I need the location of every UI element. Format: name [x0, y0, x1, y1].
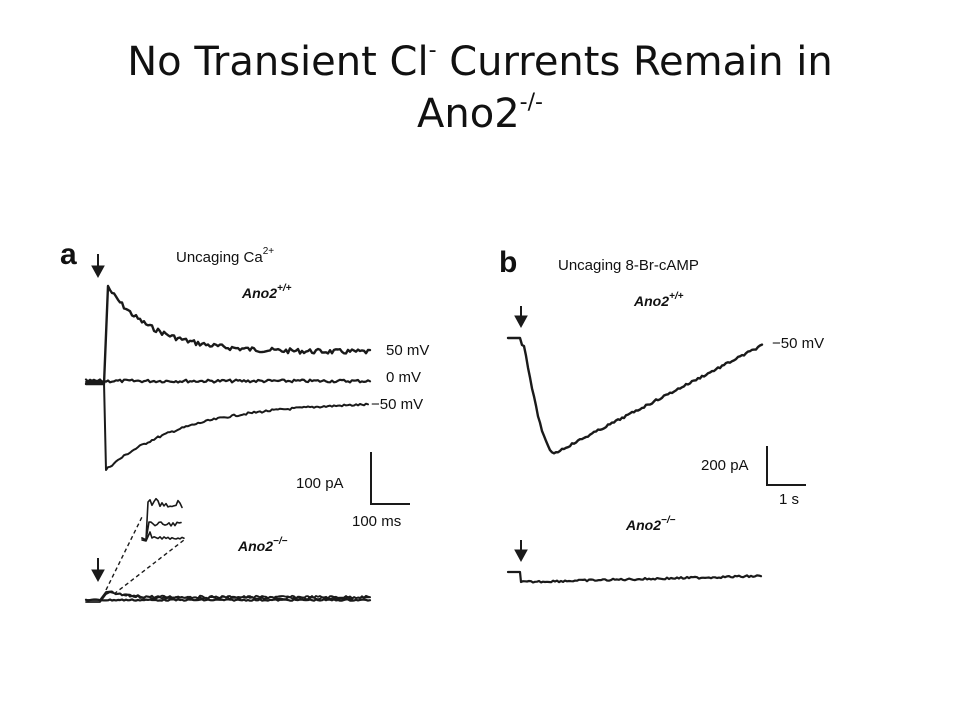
title-superscript-1: - — [428, 38, 437, 63]
title-superscript-2: -/- — [519, 90, 543, 115]
panel-a-inset-connector-2 — [113, 539, 185, 595]
panel-a-wt-genotype: Ano2+/+ — [241, 283, 292, 301]
title-text-2: Currents Remain in — [436, 39, 833, 85]
panel-a-voltage-0: 0 mV — [386, 369, 421, 386]
slide-title: No Transient Cl- Currents Remain in Ano2… — [0, 36, 960, 140]
panel-a-inset-connector-1 — [105, 516, 143, 591]
panel-a-inset-trace-3 — [141, 531, 185, 542]
panel-a-trace-minus50mv — [85, 381, 369, 471]
panel-a-ko-genotype-sup: −/− — [273, 536, 288, 547]
panel-a-ko-arrow — [91, 558, 105, 583]
title-line-1: No Transient Cl- Currents Remain in — [0, 36, 960, 88]
panel-a-trace-0mv — [84, 378, 372, 384]
panel-a-scale-time: 100 ms — [352, 513, 401, 530]
panel-a-ko-trace-3 — [84, 598, 372, 602]
panel-a-caption: Uncaging Ca2+ — [176, 246, 274, 266]
panel-a-caption-sup: 2+ — [263, 246, 275, 257]
panel-b-letter: b — [499, 246, 517, 279]
panel-a-ko-genotype-text: Ano2 — [237, 538, 273, 554]
panel-b-wt-genotype: Ano2+/+ — [633, 291, 684, 309]
panel-a-scale-lines — [370, 452, 410, 505]
panel-a-scale-current: 100 pA — [296, 475, 344, 492]
title-line-2: Ano2-/- — [0, 88, 960, 140]
panel-b-ko-trace — [506, 570, 763, 584]
panel-b-stimulus-arrow — [514, 306, 528, 329]
panel-a: a Uncaging Ca2+ Ano2+/+ 50 mV 0 mV −50 m… — [60, 238, 429, 603]
panel-b-scale-bar: 200 pA 1 s — [701, 446, 806, 508]
panel-a-inset-trace-1 — [141, 497, 183, 541]
panel-b-wt-genotype-text: Ano2 — [633, 293, 669, 309]
panel-a-caption-text: Uncaging Ca — [176, 249, 263, 266]
panel-a-inset — [105, 497, 185, 595]
panel-b-arrow-head — [514, 315, 528, 329]
panel-b-trace-minus50mv — [506, 336, 764, 455]
panel-a-inset-trace-2 — [141, 521, 182, 541]
panel-b-ko-genotype-text: Ano2 — [625, 517, 661, 533]
panel-a-voltage-50: 50 mV — [386, 342, 429, 359]
panel-b-scale-current: 200 pA — [701, 457, 749, 474]
panel-b-ko-arrow — [514, 540, 528, 563]
panel-a-voltage-minus50: −50 mV — [371, 396, 423, 413]
panel-a-stimulus-arrow — [91, 254, 105, 279]
panel-a-ko-trace-2 — [85, 591, 371, 603]
title-text-3: Ano2 — [417, 91, 520, 137]
panel-a-letter: a — [60, 238, 77, 271]
title-text-1: No Transient Cl — [127, 39, 429, 85]
panel-a-wt-genotype-text: Ano2 — [241, 285, 277, 301]
panel-b-scale-lines — [766, 446, 806, 486]
panel-b-ko-genotype: Ano2−/− — [625, 515, 676, 533]
panel-b-caption: Uncaging 8-Br-cAMP — [558, 257, 699, 274]
panel-b-ko-arrow-head — [514, 549, 528, 563]
panel-b-ko-genotype-sup: −/− — [661, 515, 676, 526]
panel-a-ko-arrow-head — [91, 569, 105, 583]
panel-b-scale-time: 1 s — [779, 491, 799, 508]
panel-a-trace-50mv — [84, 284, 372, 386]
panel-a-arrow-head — [91, 265, 105, 279]
panel-b: b Uncaging 8-Br-cAMP Ano2+/+ −50 mV 200 … — [499, 246, 824, 584]
panel-b-voltage: −50 mV — [772, 335, 824, 352]
panel-a-scale-bar: 100 pA 100 ms — [296, 452, 410, 530]
panel-a-wt-genotype-sup: +/+ — [277, 283, 292, 294]
panel-b-wt-genotype-sup: +/+ — [669, 291, 684, 302]
panel-a-ko-genotype: Ano2−/− — [237, 536, 288, 554]
